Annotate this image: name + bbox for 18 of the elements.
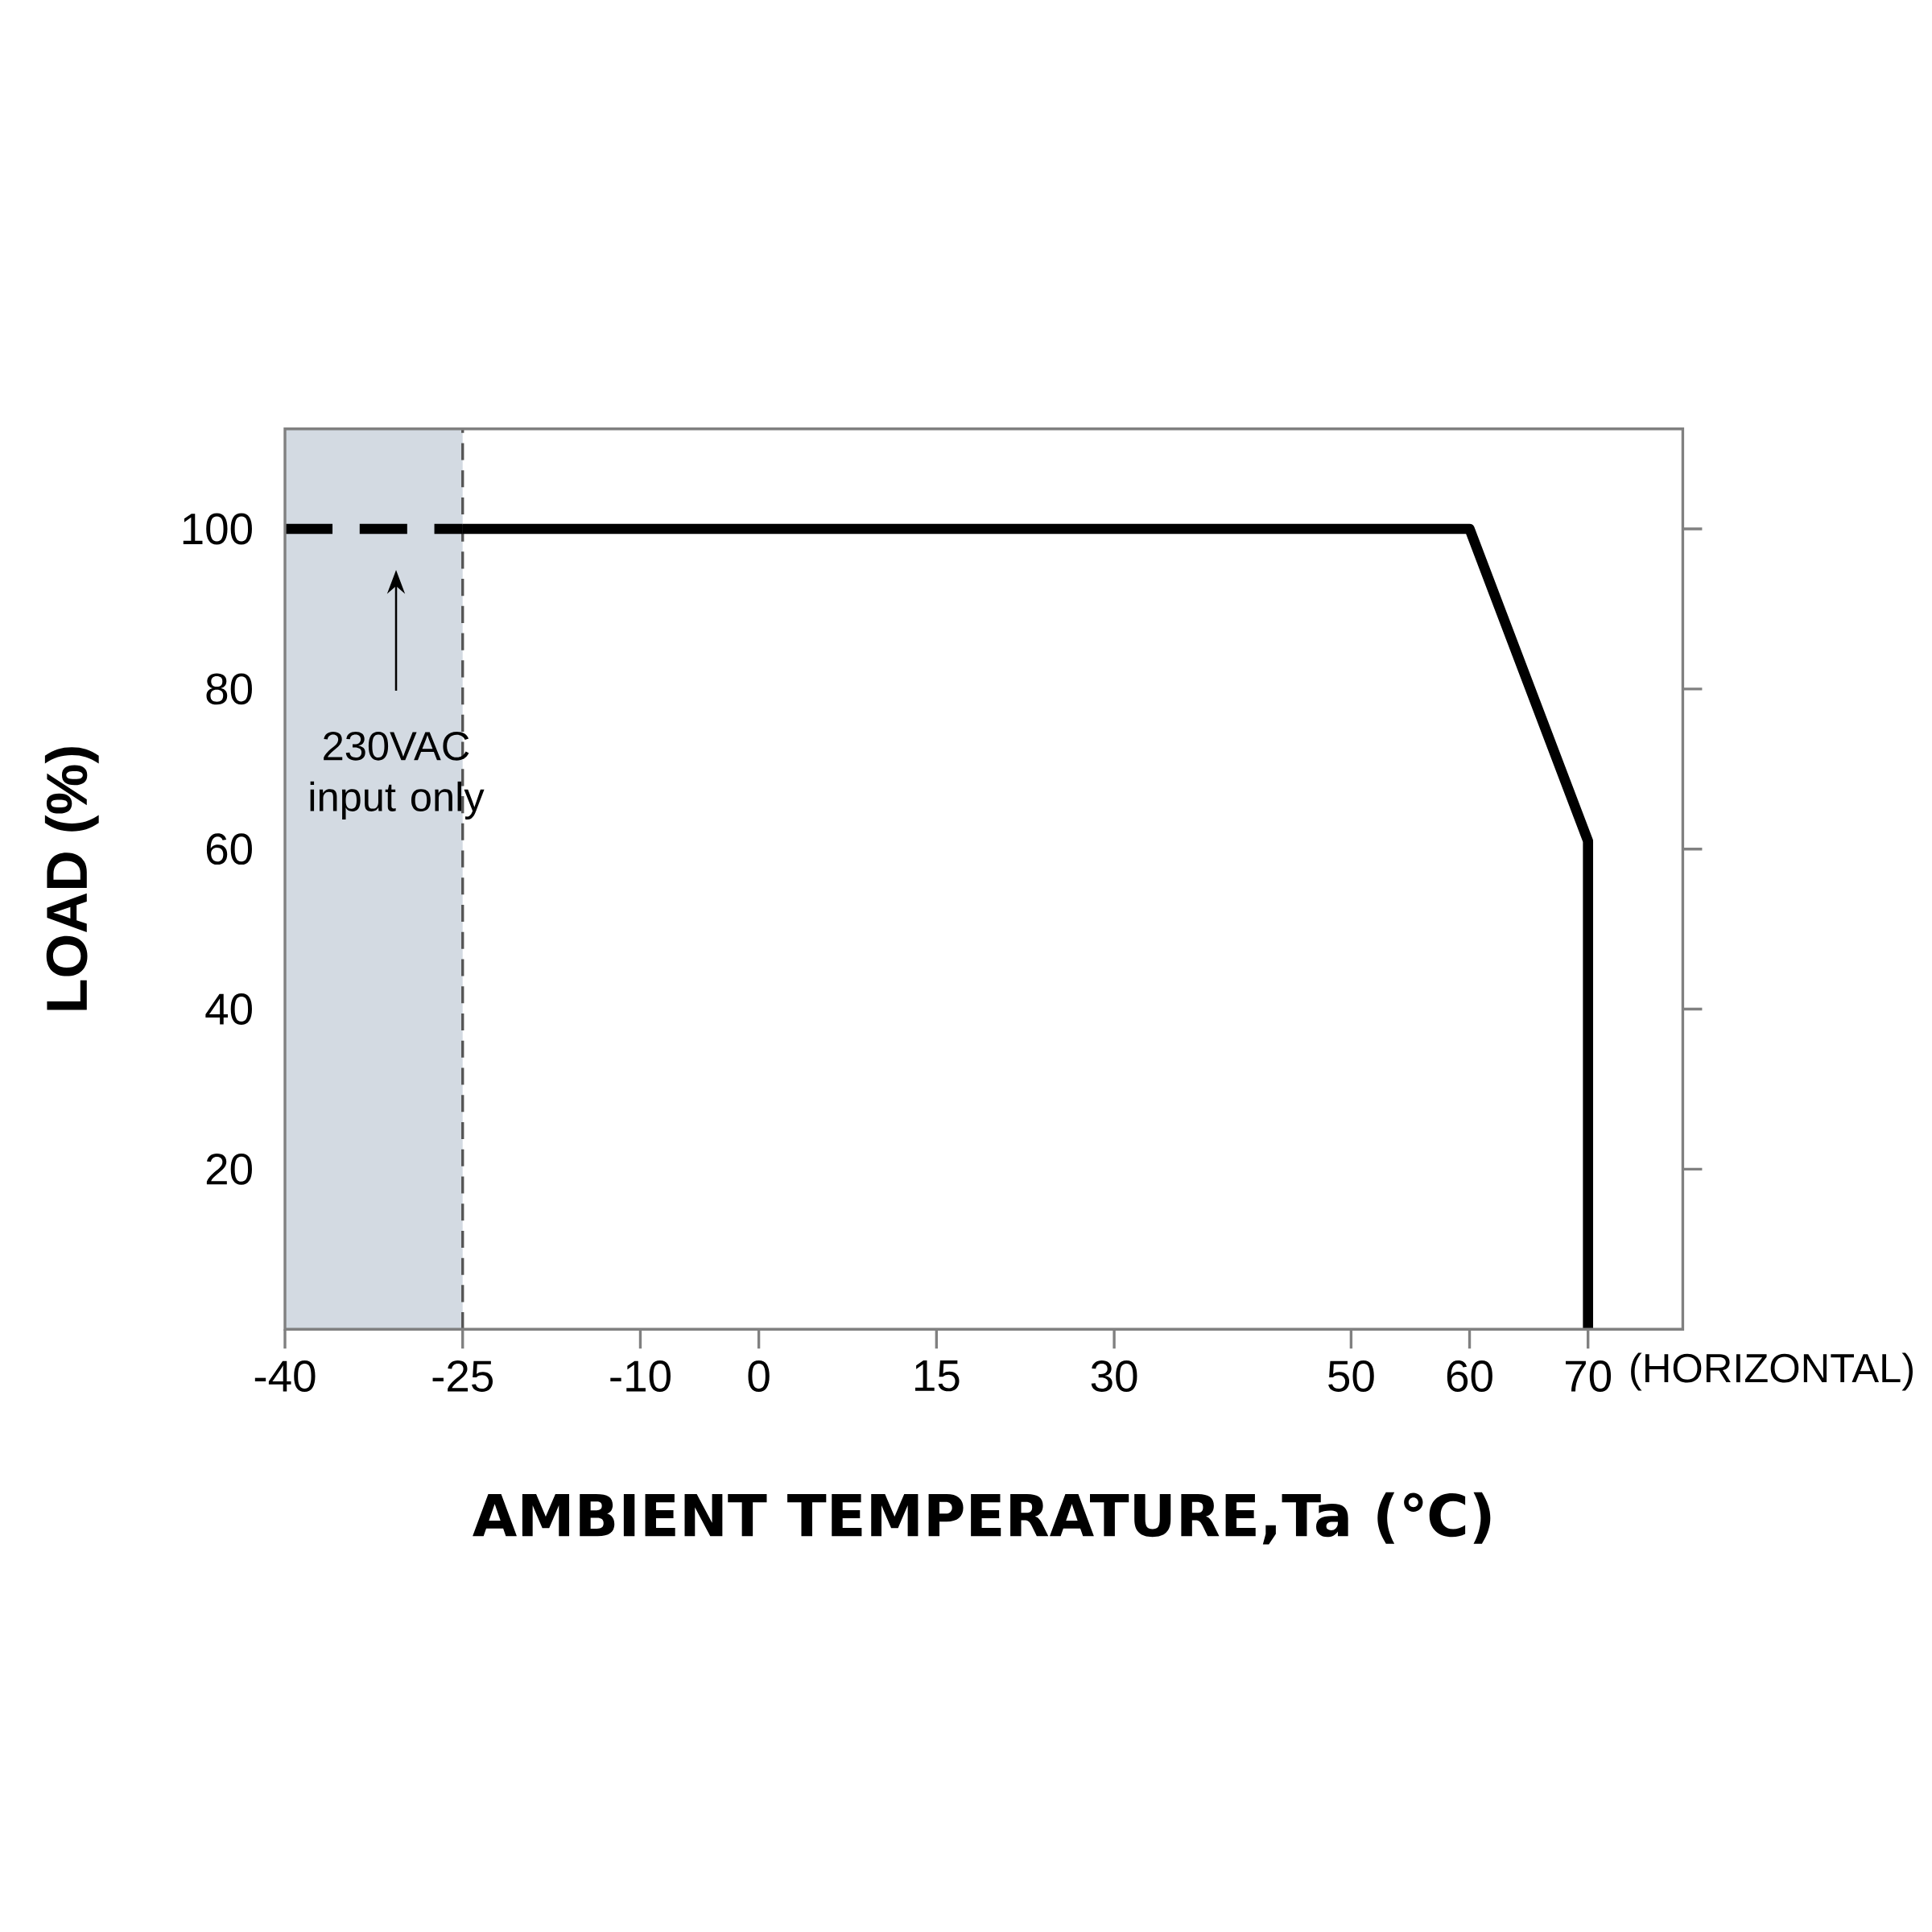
text: (HORIZONTAL) xyxy=(1631,1352,1913,1391)
x-axis-title: AMBIENT TEMPERATURE,Ta (℃) xyxy=(473,1492,1491,1545)
y-tick-label: 60 xyxy=(206,833,252,865)
x-tick-label: -10 xyxy=(610,1360,671,1392)
y-tick-label: 20 xyxy=(206,1153,252,1185)
x-tick-label: -40 xyxy=(254,1360,316,1392)
y-axis-title: LOAD (%) xyxy=(44,747,99,1010)
x-tick-label: 50 xyxy=(1328,1360,1374,1392)
y-tick-label: 40 xyxy=(205,993,252,1025)
x-tick-label: 0 xyxy=(748,1360,770,1392)
x-tick-label: -25 xyxy=(432,1360,493,1392)
y-tick-label: 100 xyxy=(183,513,252,545)
x-tick-label: 70 xyxy=(1566,1360,1612,1392)
y-tick-label: 80 xyxy=(206,673,252,705)
annotation: 230VAC input only xyxy=(310,731,485,819)
x-tick-label: 15 xyxy=(915,1360,960,1392)
x-tick-label: 60 xyxy=(1447,1360,1492,1392)
x-tick-label: 30 xyxy=(1091,1360,1137,1392)
